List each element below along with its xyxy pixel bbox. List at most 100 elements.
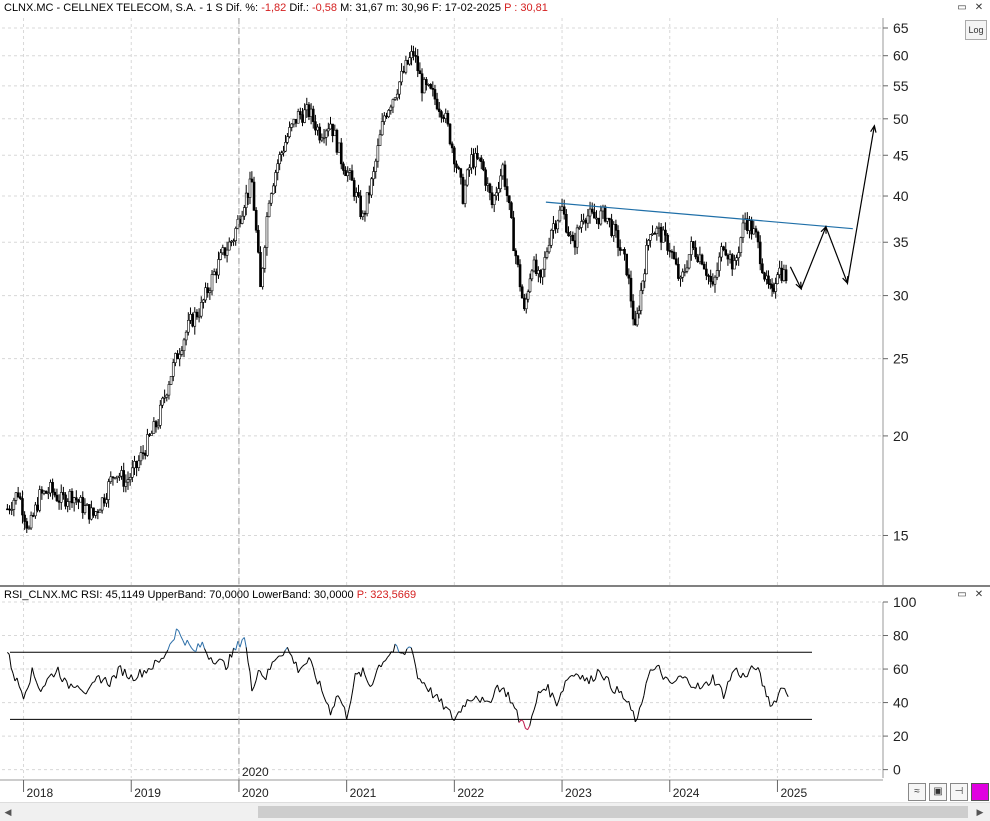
- wave-tool-icon[interactable]: ≈: [908, 783, 926, 801]
- price-candle-body: [723, 247, 725, 250]
- rsi-line-segment: [302, 665, 304, 667]
- price-candle-body: [487, 184, 489, 186]
- price-candle-body: [338, 143, 340, 152]
- price-candle-body: [373, 172, 375, 179]
- price-candle-body: [277, 164, 279, 173]
- rsi-line-segment: [583, 675, 585, 681]
- price-candle-body: [460, 169, 462, 178]
- price-candle-body: [241, 216, 243, 223]
- price-candle-body: [708, 275, 710, 276]
- rsi-line-segment: [123, 669, 125, 676]
- rsi-line-segment: [58, 667, 60, 678]
- rsi-line-segment: [222, 660, 224, 662]
- price-candle-body: [194, 312, 196, 326]
- price-candle-body: [47, 493, 49, 494]
- rsi-line-segment: [557, 700, 559, 706]
- price-candle-body: [500, 176, 502, 189]
- price-candle-body: [761, 264, 763, 273]
- price-candle-body: [142, 453, 144, 454]
- rsi-line-segment: [52, 674, 54, 677]
- price-candle-body: [771, 284, 773, 288]
- rsi-line-segment: [702, 684, 704, 688]
- price-candle-body: [458, 168, 460, 169]
- price-tick-label: 40: [893, 188, 909, 204]
- rsi-line-segment: [482, 697, 484, 701]
- price-candle-body: [781, 268, 783, 280]
- price-candle-body: [270, 194, 272, 204]
- rsi-line-segment: [344, 707, 346, 719]
- rsi-line-segment: [105, 677, 107, 684]
- price-candle-body: [705, 269, 707, 275]
- price-candle-body: [209, 291, 211, 293]
- price-candle-body: [638, 311, 640, 314]
- projection-path: [790, 126, 874, 289]
- rsi-line-segment: [136, 677, 138, 680]
- horizontal-scrollbar[interactable]: ◀ ▶: [0, 802, 990, 821]
- rsi-line-segment: [370, 685, 372, 687]
- rsi-line-segment: [515, 708, 517, 710]
- rsi-line-segment: [220, 659, 222, 660]
- rsi-line-segment: [174, 629, 176, 640]
- rsi-line-segment: [741, 673, 743, 678]
- rsi-line-segment: [405, 649, 407, 655]
- pin-icon[interactable]: ⊣: [950, 783, 968, 801]
- rsi-line-segment: [700, 688, 702, 690]
- rsi-line-segment: [260, 671, 262, 676]
- price-tick-label: 15: [893, 527, 909, 543]
- price-candle-body: [181, 351, 183, 355]
- rsi-line-segment: [153, 660, 155, 669]
- rsi-tick-label: 80: [893, 628, 909, 644]
- rsi-line-segment: [80, 688, 82, 690]
- scroll-thumb[interactable]: [258, 806, 968, 818]
- price-candle-body: [498, 189, 500, 193]
- price-candle-body: [202, 300, 204, 302]
- price-candle-body: [574, 241, 576, 247]
- save-icon[interactable]: ▣: [929, 783, 947, 801]
- price-candle-body: [403, 71, 405, 72]
- rsi-line-segment: [377, 665, 379, 671]
- price-candle-body: [95, 512, 97, 516]
- rsi-line-segment: [450, 710, 452, 719]
- rsi-line-segment: [332, 706, 334, 708]
- rsi-line-segment: [334, 697, 336, 706]
- rsi-line-segment: [615, 686, 617, 693]
- price-candle-body: [764, 273, 766, 279]
- rsi-line-segment: [213, 663, 215, 664]
- price-candle-body: [362, 213, 364, 216]
- price-candle-body: [30, 515, 32, 528]
- rsi-line-segment: [689, 684, 691, 688]
- rsi-line-segment: [760, 673, 762, 686]
- color-swatch-icon[interactable]: [971, 783, 989, 801]
- price-candle-body: [37, 505, 39, 510]
- price-candle-body: [506, 187, 508, 196]
- price-candle-body: [205, 288, 207, 300]
- price-candle-body: [108, 482, 110, 500]
- scroll-right-icon[interactable]: ▶: [974, 805, 986, 819]
- price-candle-body: [598, 218, 600, 224]
- price-candle-body: [688, 255, 690, 268]
- rsi-line-segment: [272, 661, 274, 662]
- price-candle-body: [177, 353, 179, 358]
- rsi-line-segment: [383, 661, 385, 662]
- rsi-line-segment: [95, 677, 97, 682]
- rsi-line-segment: [420, 679, 422, 683]
- price-candle-body: [466, 170, 468, 185]
- rsi-line-segment: [523, 721, 525, 728]
- rsi-tick-label: 20: [893, 728, 909, 744]
- price-candle-body: [105, 500, 107, 504]
- rsi-line-segment: [602, 676, 604, 680]
- price-candle-body: [667, 235, 669, 250]
- price-candle-body: [669, 250, 671, 251]
- rsi-line-segment: [86, 690, 88, 694]
- price-candle-body: [753, 229, 755, 234]
- rsi-line-segment: [640, 704, 642, 708]
- price-candle-body: [593, 212, 595, 218]
- price-candle-body: [222, 248, 224, 253]
- price-candle-body: [196, 312, 198, 317]
- scroll-left-icon[interactable]: ◀: [2, 805, 14, 819]
- price-candle-body: [297, 111, 299, 123]
- price-candle-body: [101, 498, 103, 510]
- price-candle-body: [289, 127, 291, 136]
- price-grid: [2, 18, 883, 585]
